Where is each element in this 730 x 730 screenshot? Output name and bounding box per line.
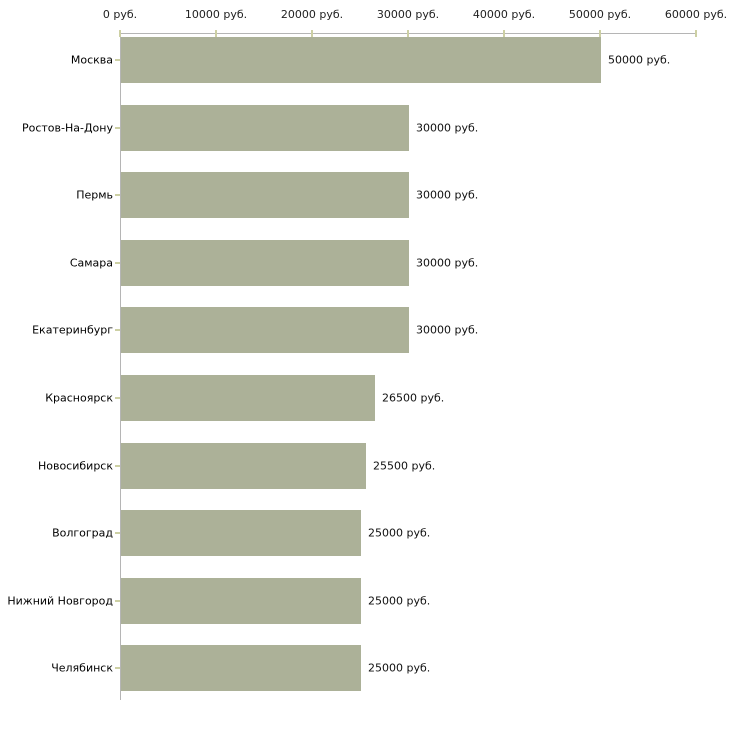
bar [121,172,409,219]
x-axis-tick-mark [407,30,409,37]
category-label: Челябинск [51,661,113,675]
category-label: Самара [69,256,113,270]
x-axis-tick-label: 40000 руб. [472,8,536,21]
y-axis-tick-mark [115,464,120,467]
y-axis-tick-mark [115,194,120,197]
y-axis-tick-mark [115,329,120,332]
y-axis-tick-mark [115,397,120,399]
y-axis-line [120,33,121,700]
x-axis-tick-mark [311,30,313,37]
bar-value-label: 25000 руб. [368,526,431,540]
y-axis-tick-mark [115,532,120,535]
x-axis-tick-label: 50000 руб. [568,8,632,21]
category-label: Екатеринбург [32,323,113,337]
y-axis-tick-mark [115,667,120,670]
bar-value-label: 50000 руб. [608,53,671,67]
y-axis-tick-mark [115,126,120,129]
x-axis-tick-mark [503,30,505,37]
bar [121,239,409,286]
bar [121,442,366,489]
bar-value-label: 25000 руб. [368,661,431,675]
bar-value-label: 25500 руб. [373,459,436,473]
x-axis-tick-label: 30000 руб. [376,8,440,21]
bar-value-label: 30000 руб. [416,121,479,135]
category-label: Ростов-На-Дону [21,121,113,135]
category-label: Волгоград [52,526,113,540]
bar-value-label: 30000 руб. [416,188,479,202]
bar [121,577,361,624]
x-axis-tick-label: 20000 руб. [280,8,344,21]
x-axis-tick-label: 10000 руб. [184,8,248,21]
x-axis-tick-label: 0 руб. [102,8,138,21]
bar-value-label: 30000 руб. [416,323,479,337]
x-axis-tick-label: 60000 руб. [664,8,728,21]
category-label: Новосибирск [37,459,113,473]
bar [121,510,361,557]
x-axis-tick-mark [215,30,217,37]
bar [121,37,601,83]
bar [121,375,375,421]
category-label: Красноярск [45,391,113,405]
category-label: Пермь [76,188,113,202]
bar-value-label: 25000 руб. [368,594,431,608]
y-axis-tick-mark [115,261,120,264]
category-label: Москва [70,53,113,67]
bar [121,104,409,151]
x-axis-tick-mark [695,30,697,37]
bar [121,307,409,354]
y-axis-tick-mark [115,59,120,61]
bar [121,645,361,692]
category-label: Нижний Новгород [7,594,113,608]
x-axis-tick-mark [119,30,121,37]
y-axis-tick-mark [115,599,120,602]
bar-value-label: 26500 руб. [382,391,445,405]
x-axis-tick-mark [599,30,601,37]
bar-value-label: 30000 руб. [416,256,479,270]
